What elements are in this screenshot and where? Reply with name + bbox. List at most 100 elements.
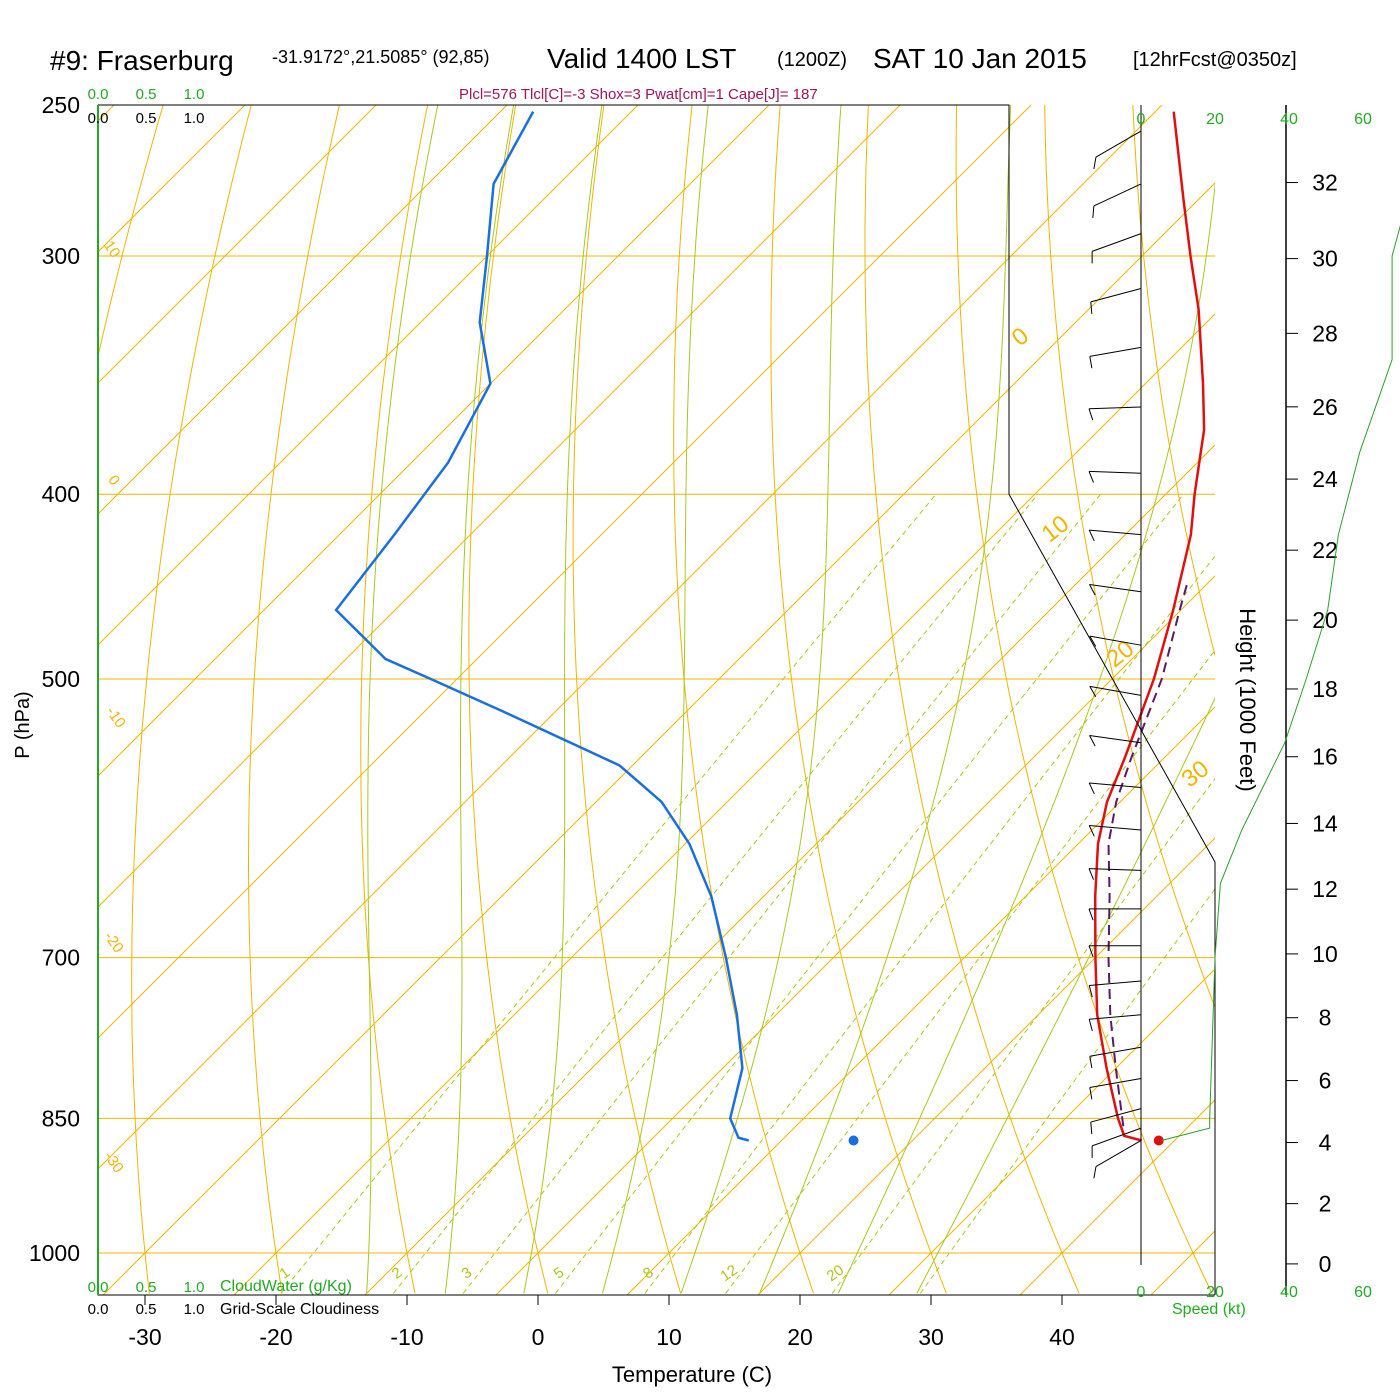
- mixing-ratio-line: [831, 777, 1215, 1294]
- isotherm-line: [98, 105, 1032, 1039]
- height-tick-label: 32: [1312, 170, 1338, 196]
- speed-scale-label: 0: [1137, 111, 1146, 128]
- wind-barb-feather: [1090, 1122, 1093, 1135]
- wind-barb-shaft: [1091, 233, 1142, 252]
- wind-barb-shaft: [1089, 980, 1142, 986]
- text-layer: #9: Fraserburg -31.9172°,21.5085° (92,85…: [12, 43, 1297, 1387]
- cloud-scale-label: 0.0: [88, 1279, 109, 1296]
- height-tick-label: 22: [1312, 537, 1338, 563]
- speed-scale-label: 40: [1280, 111, 1298, 128]
- isotherm-line: [98, 105, 1163, 1170]
- height-tick-label: 28: [1312, 320, 1338, 346]
- isotherm-line: [888, 968, 1215, 1295]
- valid-time: Valid 1400 LST: [547, 43, 736, 74]
- wind-barb-shaft: [1089, 635, 1142, 646]
- isotherm-line: [757, 837, 1215, 1295]
- station-coords: -31.9172°,21.5085° (92,85): [272, 47, 490, 67]
- height-tick-label: 16: [1312, 744, 1338, 770]
- cloudiness-label: Grid-Scale Cloudiness: [220, 1301, 379, 1318]
- cloud-scale-label: 0.0: [88, 110, 109, 127]
- profiles: [334, 110, 1206, 1146]
- indices-line: Plcl=576 Tlcl[C]=-3 Shox=3 Pwat[cm]=1 Ca…: [459, 86, 818, 103]
- speed-scale-label: 20: [1206, 111, 1224, 128]
- wind-barb-feather: [1089, 1056, 1093, 1069]
- speed-scale-label: 0: [1137, 1284, 1146, 1301]
- wind-barb-shaft: [1093, 183, 1142, 207]
- mixing-ratio-label: 12: [717, 1262, 740, 1285]
- dry-adiabat-line: [131, 105, 252, 1294]
- mixing-ratio-line: [462, 493, 1101, 1294]
- isotherm-line: [98, 105, 639, 646]
- moist-adiabat-line: [837, 181, 1215, 1294]
- height-tick-label: 24: [1312, 466, 1338, 492]
- mixing-ratio-label: 5: [551, 1264, 568, 1283]
- speed-scale-label: 20: [1206, 1284, 1224, 1301]
- isotherm-line: [626, 706, 1215, 1295]
- moist-adiabat-line: [680, 105, 842, 1294]
- temperature-tick-label: -10: [390, 1324, 423, 1350]
- height-tick-label: 2: [1319, 1191, 1332, 1217]
- parcel-trace: [1107, 582, 1189, 1127]
- forecast-label: [12hrFcst@0350z]: [1133, 49, 1297, 71]
- temperature-tick-label: 20: [787, 1324, 813, 1350]
- wind-barb-feather: [1092, 205, 1095, 218]
- wind-barb-feather: [1088, 1019, 1093, 1032]
- height-tick-label: 8: [1319, 1005, 1332, 1031]
- isotherm-line: [98, 105, 377, 384]
- temperature-tick-label: 10: [656, 1324, 682, 1350]
- temperature-tick-label: 40: [1049, 1324, 1075, 1350]
- isotherm-line: [364, 444, 1215, 1295]
- isotherm-label: 10: [100, 238, 123, 261]
- dry-adiabat-line: [864, 105, 1080, 1294]
- isotherm-line: [98, 105, 770, 777]
- temperature-tick-label: 30: [918, 1324, 944, 1350]
- isotherm-line: [98, 105, 901, 908]
- dry-adiabat-line: [1044, 105, 1215, 1009]
- cloudwater-label: CloudWater (g/Kg): [220, 1278, 352, 1295]
- wind-barb-feather: [1088, 985, 1093, 998]
- pressure-tick-label: 500: [42, 666, 80, 692]
- mixing-ratio-label: 3: [459, 1264, 476, 1283]
- moist-adiabat-line: [523, 105, 603, 1294]
- temperature-tick-label: -30: [128, 1324, 161, 1350]
- dry-adiabat-line: [468, 105, 549, 1294]
- isotherm-line: [102, 182, 1215, 1295]
- wind-barb-shaft: [1089, 584, 1142, 593]
- y-axis-label: P (hPa): [12, 691, 34, 758]
- height-tick-label: 4: [1319, 1130, 1332, 1156]
- wind-barb-feather: [1088, 408, 1094, 421]
- dry-adiabat-line: [1132, 105, 1215, 658]
- pressure-tick-label: 700: [42, 945, 80, 971]
- dry-adiabat-group: [98, 105, 1215, 1294]
- wind-barb-shaft: [1089, 1014, 1142, 1020]
- cloud-scale-label: 1.0: [184, 110, 205, 127]
- dry-adiabat-line: [955, 105, 1213, 1294]
- isotherm-group: [98, 105, 1215, 1295]
- dry-adiabat-line: [248, 105, 340, 1294]
- station-title: #9: Fraserburg: [50, 45, 234, 76]
- cloud-scale-label: 0.5: [136, 1279, 157, 1296]
- wind-barb-shaft: [1089, 529, 1142, 536]
- height-tick-label: 30: [1312, 246, 1338, 272]
- wind-barb-feather: [1089, 686, 1097, 698]
- cloud-scale-label: 0.5: [136, 86, 157, 103]
- mixing-ratio-line: [393, 493, 1039, 1294]
- mixing-ratio-label: 20: [824, 1262, 847, 1285]
- cloud-scale-label: 1.0: [184, 1279, 205, 1296]
- wind-barb-shaft: [1090, 1108, 1142, 1123]
- isotherm-line: [98, 105, 246, 253]
- valid-zulu: (1200Z): [777, 49, 847, 71]
- dry-adiabat-line: [98, 105, 164, 359]
- cloud-scale-label: 1.0: [184, 86, 205, 103]
- wind-barb-shaft: [1089, 346, 1142, 357]
- speed-profile-line: [1161, 225, 1400, 1141]
- wind-barb-feather: [1089, 735, 1096, 747]
- wind-barb-feather: [1088, 945, 1094, 958]
- wind-barb-feather: [1093, 156, 1097, 169]
- isotherm-label: 10: [1037, 510, 1075, 548]
- wind-barb-feather: [1088, 471, 1094, 483]
- moist-adiabat-line: [759, 105, 1012, 1294]
- wind-barb-feather: [1088, 868, 1094, 880]
